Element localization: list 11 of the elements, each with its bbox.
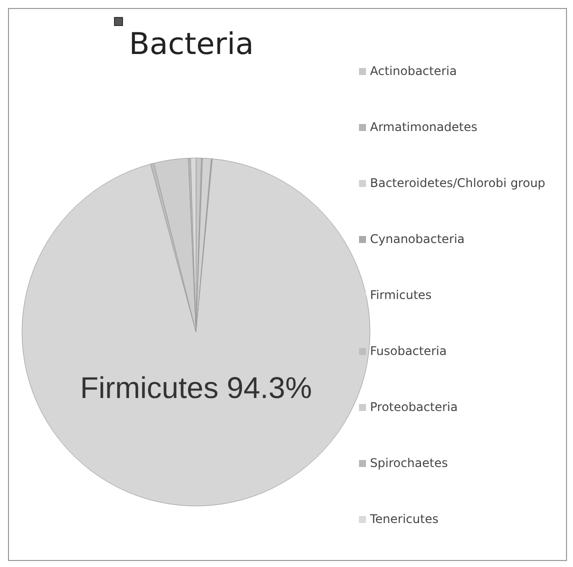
legend-label: Actinobacteria xyxy=(370,64,457,78)
legend-label: Spirochaetes xyxy=(370,456,448,470)
chart-title: Bacteria xyxy=(129,27,254,62)
legend-label: Fusobacteria xyxy=(370,344,447,358)
legend-label: Proteobacteria xyxy=(370,400,458,414)
data-label: Firmicutes 94.3% xyxy=(80,372,312,405)
legend-label: Firmicutes xyxy=(370,288,432,302)
legend-label: Bacteroidetes/Chlorobi group xyxy=(370,176,546,190)
legend-label: Cynanobacteria xyxy=(370,232,465,246)
legend-label: Tenericutes xyxy=(370,512,438,526)
legend-label: Armatimonadetes xyxy=(370,120,478,134)
